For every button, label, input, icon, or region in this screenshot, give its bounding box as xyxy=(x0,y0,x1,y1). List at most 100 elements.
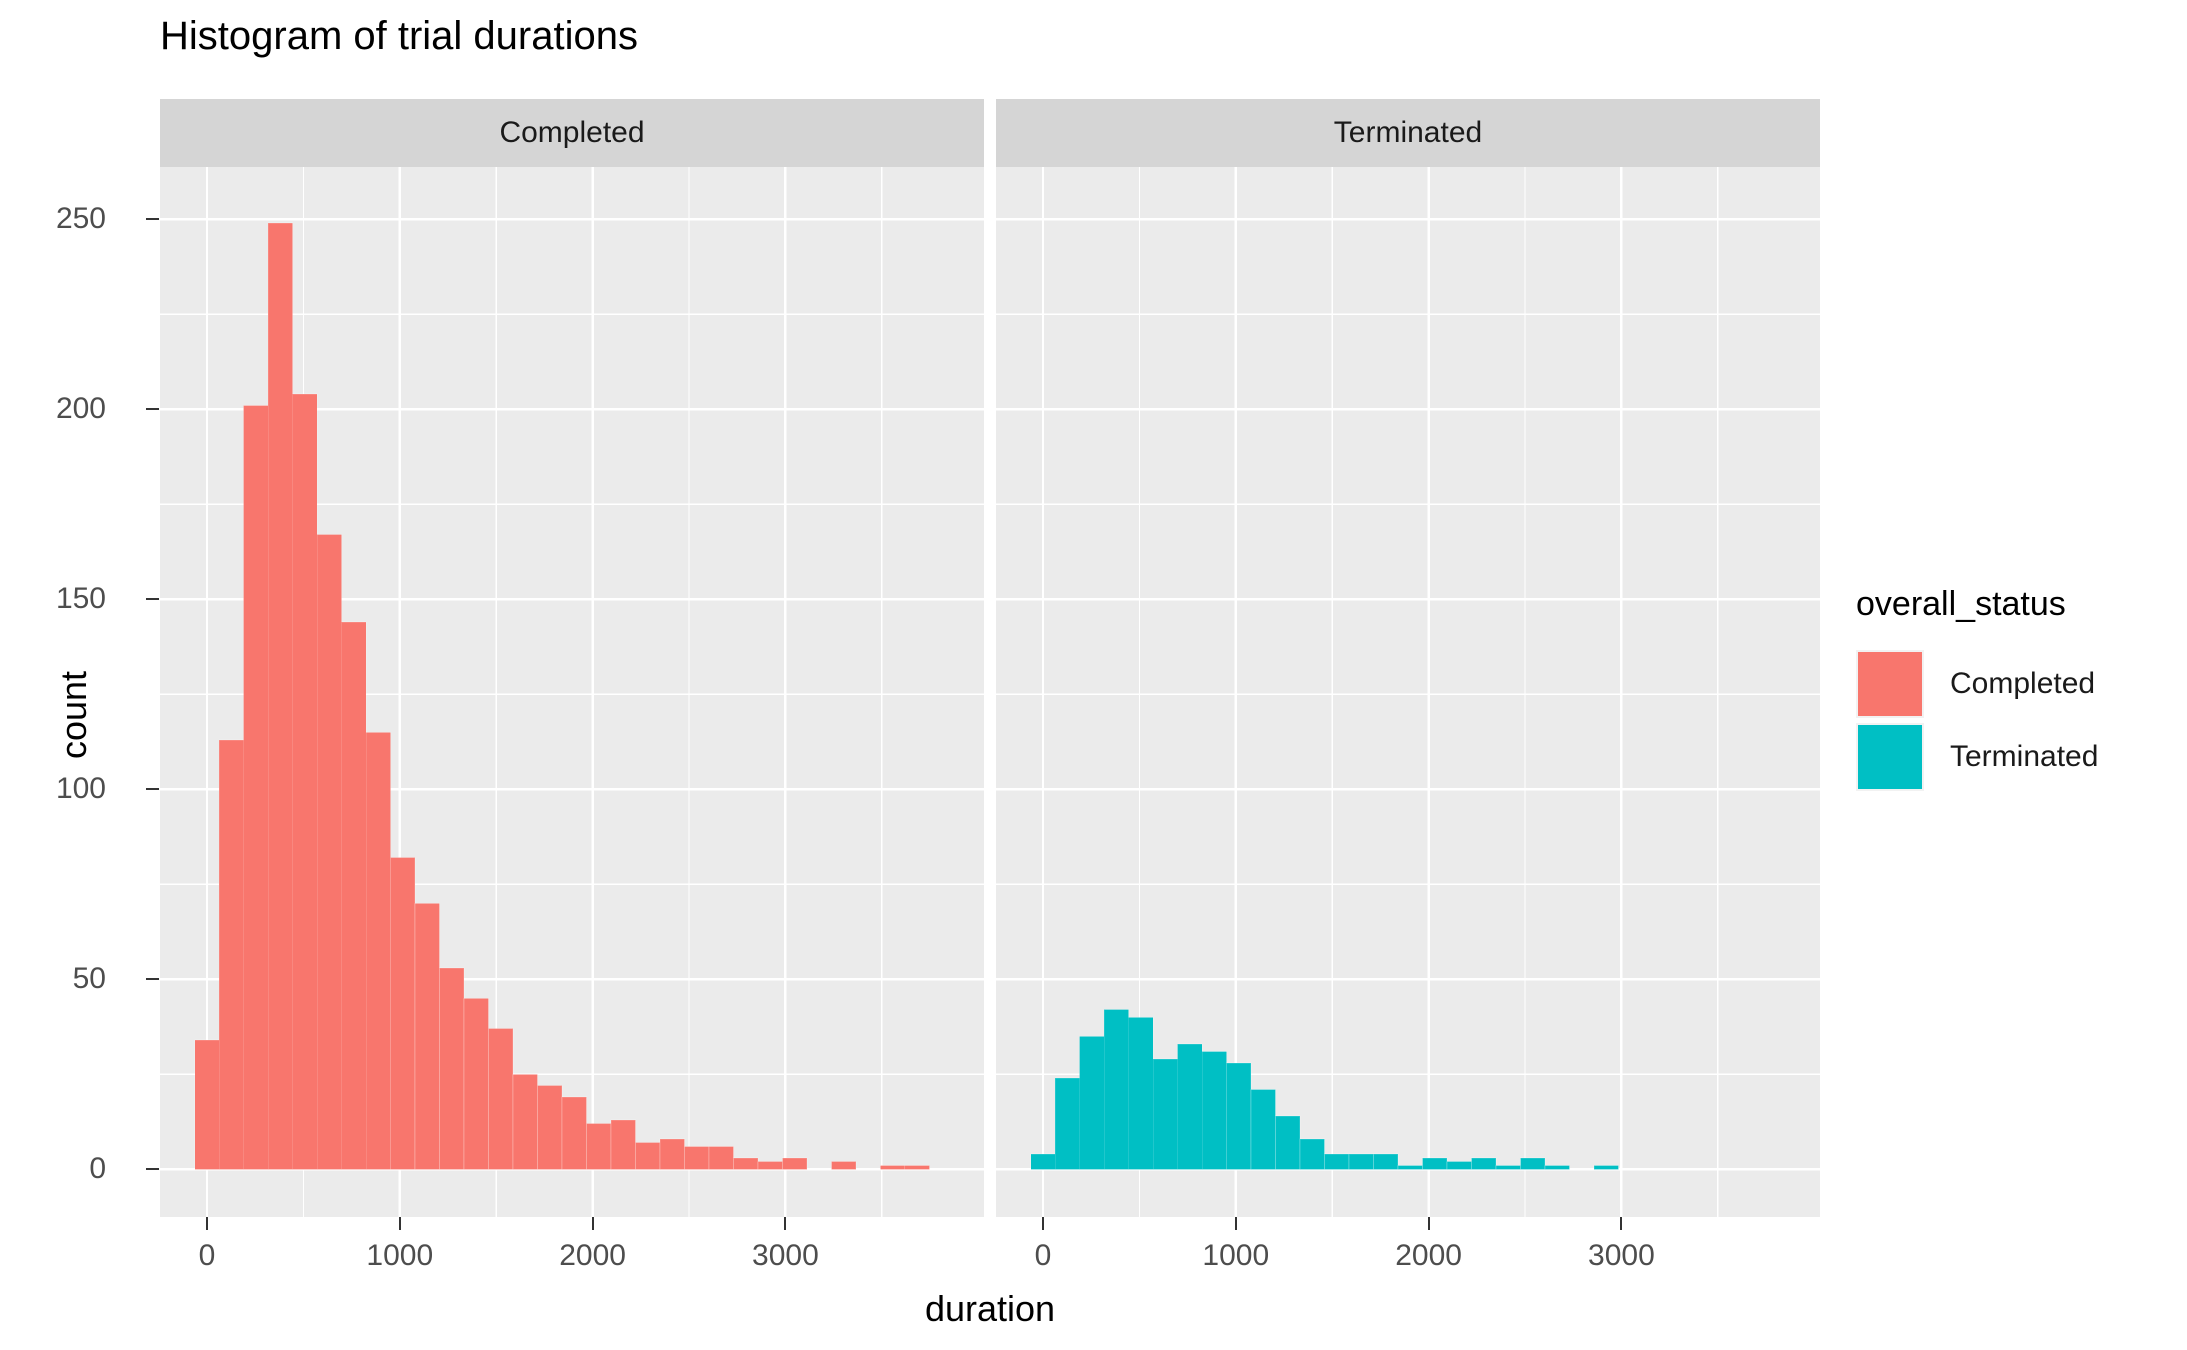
y-axis-tick-label: 200 xyxy=(55,392,106,426)
histogram-bar xyxy=(341,621,367,1170)
x-axis-tick-label: 0 xyxy=(198,1239,216,1272)
legend-item-terminated: Terminated xyxy=(1856,723,2176,791)
histogram-bar xyxy=(757,1161,783,1170)
y-axis: count 250 200 150 100 50 0 xyxy=(0,99,160,1299)
histogram-bar xyxy=(414,902,441,1170)
x-axis-tick xyxy=(1427,1217,1430,1230)
facet-strip-label: Completed xyxy=(499,116,645,149)
y-axis-tick xyxy=(146,598,159,601)
facet-strip-terminated: Terminated xyxy=(996,99,1820,167)
x-axis-tick-label: 2000 xyxy=(559,1239,626,1272)
histogram-bar xyxy=(561,1096,587,1170)
histogram-bar xyxy=(1495,1165,1521,1170)
histogram-bar xyxy=(1054,1077,1081,1170)
histogram-bar xyxy=(1152,1058,1179,1170)
histogram-bar xyxy=(1520,1157,1546,1170)
x-axis-title: duration xyxy=(924,1288,1056,1329)
legend: overall_status Completed Terminated xyxy=(1856,585,2176,796)
histogram-bar xyxy=(1177,1043,1203,1170)
histogram-bar xyxy=(1275,1115,1301,1170)
histogram-bar xyxy=(512,1073,538,1170)
facet-strip-label: Terminated xyxy=(1333,116,1483,149)
facet-panel-completed: Completed 0 1000 2000 3000 xyxy=(160,99,984,1272)
y-axis-tick xyxy=(146,218,159,221)
histogram-bar xyxy=(243,405,269,1170)
x-axis-tick xyxy=(1042,1217,1044,1230)
histogram-bar xyxy=(1422,1157,1448,1170)
y-axis-tick-label: 50 xyxy=(72,962,106,996)
histogram-bar xyxy=(1299,1138,1325,1170)
histogram-bar xyxy=(1397,1165,1423,1170)
histogram-bar xyxy=(782,1157,808,1170)
y-axis-tick xyxy=(146,788,159,791)
x-axis-tick-label: 0 xyxy=(1034,1239,1052,1272)
y-axis-tick xyxy=(146,978,159,981)
histogram-bar xyxy=(1103,1009,1130,1170)
histogram-bar xyxy=(1593,1165,1619,1170)
x-axis-tick-label: 3000 xyxy=(1588,1239,1655,1272)
y-axis-tick-label: 250 xyxy=(55,202,106,236)
histogram-bar xyxy=(488,1028,514,1170)
x-axis-tick-label: 1000 xyxy=(1202,1239,1270,1272)
histogram-bar xyxy=(1250,1089,1277,1170)
histogram-bar xyxy=(904,1165,930,1170)
y-axis-tick-label: 150 xyxy=(55,582,106,616)
histogram-bar xyxy=(218,739,245,1170)
x-axis-tick xyxy=(206,1217,208,1230)
x-axis-tick-label: 2000 xyxy=(1395,1239,1462,1272)
histogram-bar xyxy=(708,1146,734,1170)
x-axis-tick-label: 3000 xyxy=(752,1239,819,1272)
histogram-completed xyxy=(160,167,984,1217)
x-axis-tick xyxy=(591,1217,594,1230)
y-axis-tick-label: 100 xyxy=(55,772,106,806)
legend-title: overall_status xyxy=(1856,585,2066,623)
x-axis-tick-label: 1000 xyxy=(366,1239,434,1272)
histogram-bar xyxy=(390,857,416,1170)
legend-label: Terminated xyxy=(1950,740,2099,773)
histogram-bar xyxy=(1079,1035,1105,1170)
facet-strip-completed: Completed xyxy=(160,99,984,167)
histogram-bar xyxy=(1030,1153,1056,1170)
panel-plot-area-completed xyxy=(160,167,984,1217)
histogram-bar xyxy=(463,997,489,1170)
histogram-bar xyxy=(879,1165,906,1170)
plot-title: Histogram of trial durations xyxy=(160,14,638,58)
histogram-bar xyxy=(365,731,392,1170)
histogram-bar xyxy=(830,1161,857,1170)
y-axis-title: count xyxy=(53,670,94,760)
legend-item-completed: Completed xyxy=(1856,650,2176,718)
x-axis-tick xyxy=(784,1217,787,1230)
y-axis-tick xyxy=(146,1168,159,1171)
histogram-bar xyxy=(684,1146,710,1170)
histogram-bar xyxy=(635,1142,661,1170)
histogram-bar xyxy=(267,222,294,1170)
histogram-bar xyxy=(1373,1153,1399,1170)
x-axis-tick xyxy=(1620,1217,1623,1230)
histogram-bar xyxy=(292,393,318,1170)
legend-swatch-completed xyxy=(1856,650,1924,718)
facet-panel-terminated: Terminated 0 1000 2000 3000 xyxy=(996,99,1820,1272)
y-axis-tick-label: 0 xyxy=(89,1152,106,1186)
legend-label: Completed xyxy=(1950,667,2096,700)
x-axis-tick xyxy=(398,1217,401,1230)
histogram-bar xyxy=(586,1123,612,1170)
legend-swatch-terminated xyxy=(1856,723,1924,791)
histogram-bar xyxy=(1226,1062,1252,1170)
histogram-bar xyxy=(1324,1153,1350,1170)
histogram-terminated xyxy=(996,167,1820,1217)
histogram-bar xyxy=(1446,1161,1472,1170)
histogram-bar xyxy=(733,1157,759,1170)
histogram-bar xyxy=(439,967,465,1170)
histogram-bar xyxy=(1201,1051,1228,1170)
histogram-bar xyxy=(1544,1165,1570,1170)
histogram-bar xyxy=(1348,1153,1374,1170)
y-axis-tick xyxy=(146,408,159,411)
histogram-bar xyxy=(1471,1157,1497,1170)
panel-plot-area-terminated xyxy=(996,167,1820,1217)
histogram-bar xyxy=(194,1039,220,1170)
histogram-bar xyxy=(610,1119,636,1170)
histogram-bar xyxy=(1128,1016,1154,1170)
x-axis-tick xyxy=(1234,1217,1237,1230)
histogram-bar xyxy=(537,1085,563,1170)
